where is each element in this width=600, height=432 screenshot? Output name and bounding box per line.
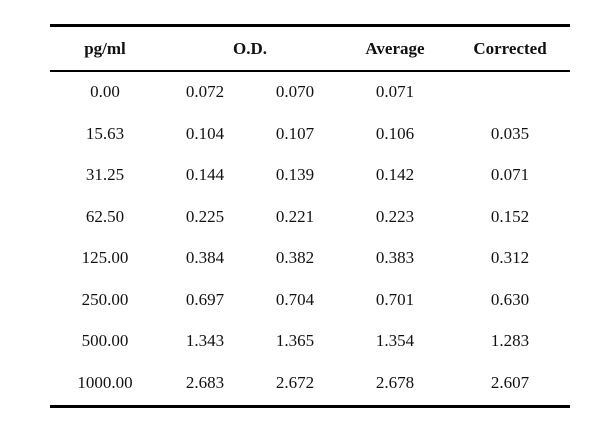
cell-average: 0.701 xyxy=(375,289,415,309)
cell-average: 0.223 xyxy=(375,206,415,226)
cell-concentration: 250.00 xyxy=(81,289,129,309)
cell-od-1: 0.144 xyxy=(185,165,225,185)
table-bottom-rule xyxy=(50,405,570,408)
cell-concentration: 0.00 xyxy=(90,82,120,102)
header-corrected: Corrected xyxy=(473,38,547,58)
table-row: 1000.00 2.683 2.672 2.678 2.607 xyxy=(50,362,570,404)
header-concentration: pg/ml xyxy=(84,38,126,58)
cell-od-1: 0.697 xyxy=(185,289,225,309)
standard-curve-table-container: pg/ml O.D. Average Corrected 0.00 0.072 … xyxy=(50,24,570,408)
cell-od-1: 0.384 xyxy=(185,248,225,268)
cell-concentration: 500.00 xyxy=(81,331,129,351)
cell-od-2: 0.382 xyxy=(275,248,315,268)
cell-concentration: 15.63 xyxy=(85,123,125,143)
cell-corrected xyxy=(450,72,570,114)
table-row: 125.00 0.384 0.382 0.383 0.312 xyxy=(50,238,570,280)
cell-od-2: 1.365 xyxy=(275,331,315,351)
cell-concentration: 125.00 xyxy=(81,248,129,268)
cell-average: 2.678 xyxy=(375,372,415,392)
table-header-rule xyxy=(50,70,570,72)
table-row: 500.00 1.343 1.365 1.354 1.283 xyxy=(50,321,570,363)
cell-od-2: 0.070 xyxy=(275,82,315,102)
cell-od-1: 0.072 xyxy=(185,82,225,102)
header-average: Average xyxy=(365,38,425,58)
table-row: 15.63 0.104 0.107 0.106 0.035 xyxy=(50,113,570,155)
table-header: pg/ml O.D. Average Corrected xyxy=(50,27,570,70)
cell-corrected: 0.312 xyxy=(490,248,530,268)
cell-od-1: 1.343 xyxy=(185,331,225,351)
table-row: 0.00 0.072 0.070 0.071 xyxy=(50,72,570,114)
cell-corrected: 2.607 xyxy=(490,372,530,392)
cell-concentration: 31.25 xyxy=(85,165,125,185)
header-row: pg/ml O.D. Average Corrected xyxy=(50,27,570,70)
cell-od-1: 0.104 xyxy=(185,123,225,143)
cell-corrected: 0.035 xyxy=(490,123,530,143)
cell-average: 1.354 xyxy=(375,331,415,351)
table-body: 0.00 0.072 0.070 0.071 15.63 0.104 0.107… xyxy=(50,70,570,404)
cell-od-1: 2.683 xyxy=(185,372,225,392)
cell-concentration: 62.50 xyxy=(85,206,125,226)
table-row: 250.00 0.697 0.704 0.701 0.630 xyxy=(50,279,570,321)
table-row: 62.50 0.225 0.221 0.223 0.152 xyxy=(50,196,570,238)
header-od: O.D. xyxy=(233,38,267,58)
cell-average: 0.383 xyxy=(375,248,415,268)
cell-average: 0.142 xyxy=(375,165,415,185)
table-top-rule xyxy=(50,24,570,27)
cell-concentration: 1000.00 xyxy=(77,372,133,392)
cell-od-2: 2.672 xyxy=(275,372,315,392)
cell-od-2: 0.221 xyxy=(275,206,315,226)
cell-corrected: 1.283 xyxy=(490,331,530,351)
table-row: 31.25 0.144 0.139 0.142 0.071 xyxy=(50,155,570,197)
cell-corrected: 0.630 xyxy=(490,289,530,309)
cell-average: 0.106 xyxy=(375,123,415,143)
cell-od-2: 0.107 xyxy=(275,123,315,143)
cell-corrected: 0.071 xyxy=(490,165,530,185)
cell-od-2: 0.704 xyxy=(275,289,315,309)
standard-curve-table: pg/ml O.D. Average Corrected 0.00 0.072 … xyxy=(50,27,570,404)
cell-average: 0.071 xyxy=(375,82,415,102)
cell-od-2: 0.139 xyxy=(275,165,315,185)
cell-corrected: 0.152 xyxy=(490,206,530,226)
cell-od-1: 0.225 xyxy=(185,206,225,226)
